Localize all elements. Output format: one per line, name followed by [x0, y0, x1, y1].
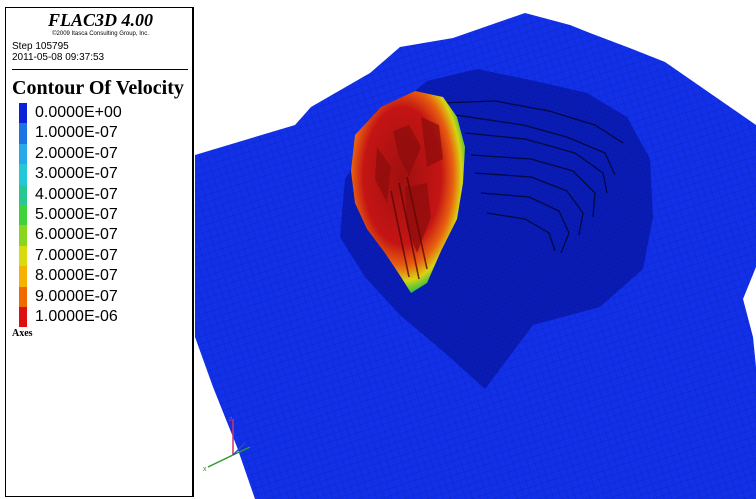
color-swatch — [19, 143, 27, 165]
legend-label: 4.0000E-07 — [35, 185, 118, 203]
color-swatch — [19, 245, 27, 267]
app-title: FLAC3D 4.00 — [47, 10, 153, 30]
color-swatch — [19, 184, 27, 205]
color-swatch — [19, 164, 27, 185]
color-swatch — [19, 266, 27, 287]
axes-triad: z x — [203, 416, 251, 473]
pit-benches — [440, 100, 624, 254]
model-render: z x — [195, 13, 756, 499]
color-swatch — [19, 306, 27, 328]
legend-label: 3.0000E-07 — [35, 165, 118, 183]
model-viewport[interactable]: z x — [195, 7, 756, 499]
contour-streaks — [390, 176, 428, 280]
color-swatch — [19, 286, 27, 307]
legend-label: 1.0000E-07 — [35, 124, 118, 142]
legend-label: 1.0000E-06 — [35, 307, 118, 325]
timestamp: 2011-05-08 09:37:53 — [12, 52, 105, 63]
legend-label: 0.0000E+00 — [35, 104, 122, 121]
color-swatch — [19, 103, 27, 124]
legend-label: 7.0000E-07 — [35, 246, 118, 264]
color-swatch — [19, 204, 27, 226]
svg-text:x: x — [203, 466, 207, 473]
step-number: Step 105795 — [12, 41, 69, 52]
color-swatch — [19, 123, 27, 144]
svg-text:z: z — [229, 416, 233, 423]
contour-title: Contour Of Velocity — [12, 77, 184, 99]
legend-label: 5.0000E-07 — [35, 205, 118, 223]
legend-label: 8.0000E-07 — [35, 267, 118, 285]
copyright-text: ©2009 Itasca Consulting Group, Inc. — [52, 31, 149, 37]
legend-label: 6.0000E-07 — [35, 226, 118, 244]
legend-label: 2.0000E-07 — [35, 144, 118, 162]
divider — [12, 69, 188, 70]
color-swatch — [19, 225, 27, 246]
legend-label: 9.0000E-07 — [35, 287, 118, 305]
legend-panel: FLAC3D 4.00 ©2009 Itasca Consulting Grou… — [5, 7, 194, 497]
axes-label: Axes — [12, 328, 33, 339]
